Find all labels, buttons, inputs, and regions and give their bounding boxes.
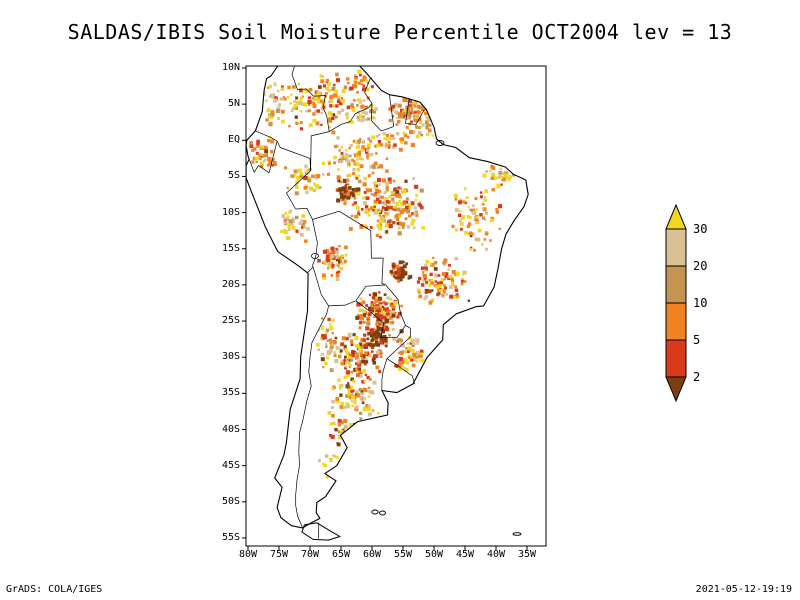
lon-tick-label: 45W — [455, 549, 475, 560]
colorbar-label: 20 — [693, 259, 707, 273]
colorbar-label: 10 — [693, 296, 707, 310]
island-outline — [379, 510, 386, 516]
colorbar-arrow-bottom — [665, 376, 687, 403]
island-outline — [435, 140, 445, 146]
colorbar-arrow-top — [665, 203, 687, 230]
colorbar-segment — [665, 302, 687, 341]
country-borders — [248, 65, 425, 539]
plot-title: SALDAS/IBIS Soil Moisture Percentile OCT… — [67, 20, 733, 44]
lon-tick-label: 75W — [269, 549, 289, 560]
lon-tick-label: 40W — [486, 549, 506, 560]
lat-tick-label: 15S — [221, 242, 240, 254]
coastline — [245, 65, 529, 529]
lat-tick-label: 10N — [221, 62, 240, 73]
lat-tick-label: 45S — [221, 459, 240, 471]
data-speckles — [249, 69, 515, 481]
lon-tick-label: 55W — [393, 549, 413, 560]
lon-tick-label: 60W — [362, 549, 382, 560]
lake-outline — [311, 253, 319, 259]
lat-tick-label: 35S — [221, 387, 240, 399]
map-svg — [242, 65, 547, 550]
lat-tick-label: 5S — [227, 170, 240, 182]
lat-tick-label: EQ — [227, 134, 240, 146]
lat-tick-label: 10S — [221, 206, 240, 218]
lat-tick-label: 5N — [227, 98, 240, 110]
lon-tick-label: 70W — [300, 549, 320, 560]
lat-tick-label: 30S — [221, 351, 240, 363]
colorbar-segment — [665, 339, 687, 378]
map-area — [236, 56, 556, 556]
grads-credit: GrADS: COLA/IGES — [6, 584, 103, 595]
colorbar-segment — [665, 228, 687, 267]
colorbar-label: 30 — [693, 222, 707, 236]
colorbar: 30 20 10 5 2 — [665, 203, 707, 403]
lat-tick-label: 40S — [221, 423, 240, 435]
lat-tick-label: 55S — [221, 531, 240, 543]
lon-tick-label: 80W — [238, 549, 258, 560]
island-outline — [512, 532, 522, 536]
lat-tick-label: 20S — [221, 278, 240, 290]
colorbar-segment — [665, 265, 687, 304]
colorbar-label: 2 — [693, 370, 700, 384]
lat-tick-label: 25S — [221, 315, 240, 327]
island-outline — [371, 509, 379, 515]
lat-tick-label: 50S — [221, 495, 240, 507]
lon-tick-label: 35W — [517, 549, 537, 560]
colorbar-label: 5 — [693, 333, 700, 347]
map-frame — [245, 65, 547, 547]
timestamp: 2021-05-12-19:19 — [695, 584, 792, 595]
tierra-del-fuego-coastline — [301, 522, 342, 541]
lon-tick-label: 65W — [331, 549, 351, 560]
lon-tick-label: 50W — [424, 549, 444, 560]
